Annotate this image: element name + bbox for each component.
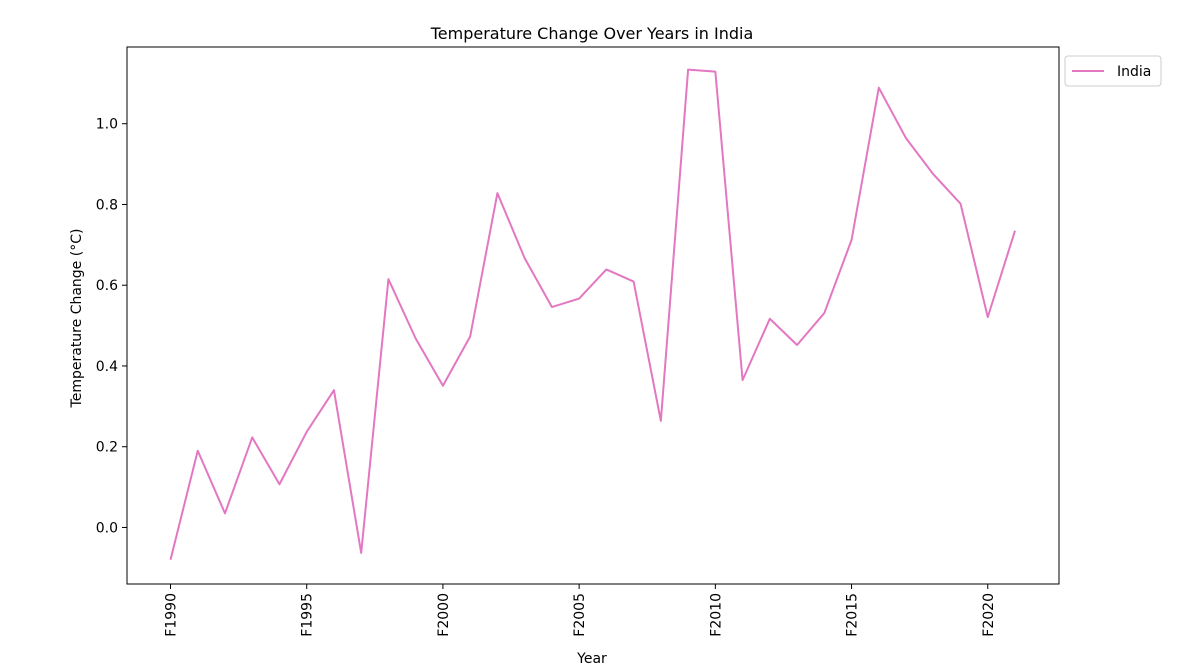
- chart-title: Temperature Change Over Years in India: [430, 24, 754, 43]
- x-axis-label: Year: [576, 651, 607, 667]
- x-tick-label: F2015: [845, 593, 861, 637]
- x-tick-label: F2000: [436, 593, 452, 637]
- series-line-india: [169, 68, 1016, 561]
- y-tick-label: 0.6: [96, 278, 118, 294]
- legend-box: [1064, 55, 1162, 87]
- y-tick-label: 0.0: [96, 520, 118, 536]
- x-tick-label: F2010: [708, 593, 724, 637]
- series-layer: [169, 68, 1016, 561]
- x-axis: F1990 F1995 F2000 F2005 F2010 F2015 F2020: [164, 584, 997, 637]
- x-tick-label: F2005: [572, 593, 588, 637]
- y-axis-label: Temperature Change (°C): [69, 229, 85, 409]
- y-tick-label: 0.2: [96, 440, 118, 456]
- y-axis: 0.0 0.2 0.4 0.6 0.8 1.0: [96, 117, 127, 536]
- legend-label-india: India: [1117, 64, 1151, 80]
- y-tick-label: 0.8: [96, 197, 118, 213]
- y-tick-label: 1.0: [96, 117, 118, 133]
- y-tick-label: 0.4: [96, 359, 118, 375]
- x-tick-label: F2020: [981, 593, 997, 637]
- x-tick-label: F1990: [164, 593, 180, 637]
- plot-area: [126, 46, 1060, 585]
- legend: India: [1064, 55, 1162, 87]
- x-tick-label: F1995: [300, 593, 316, 637]
